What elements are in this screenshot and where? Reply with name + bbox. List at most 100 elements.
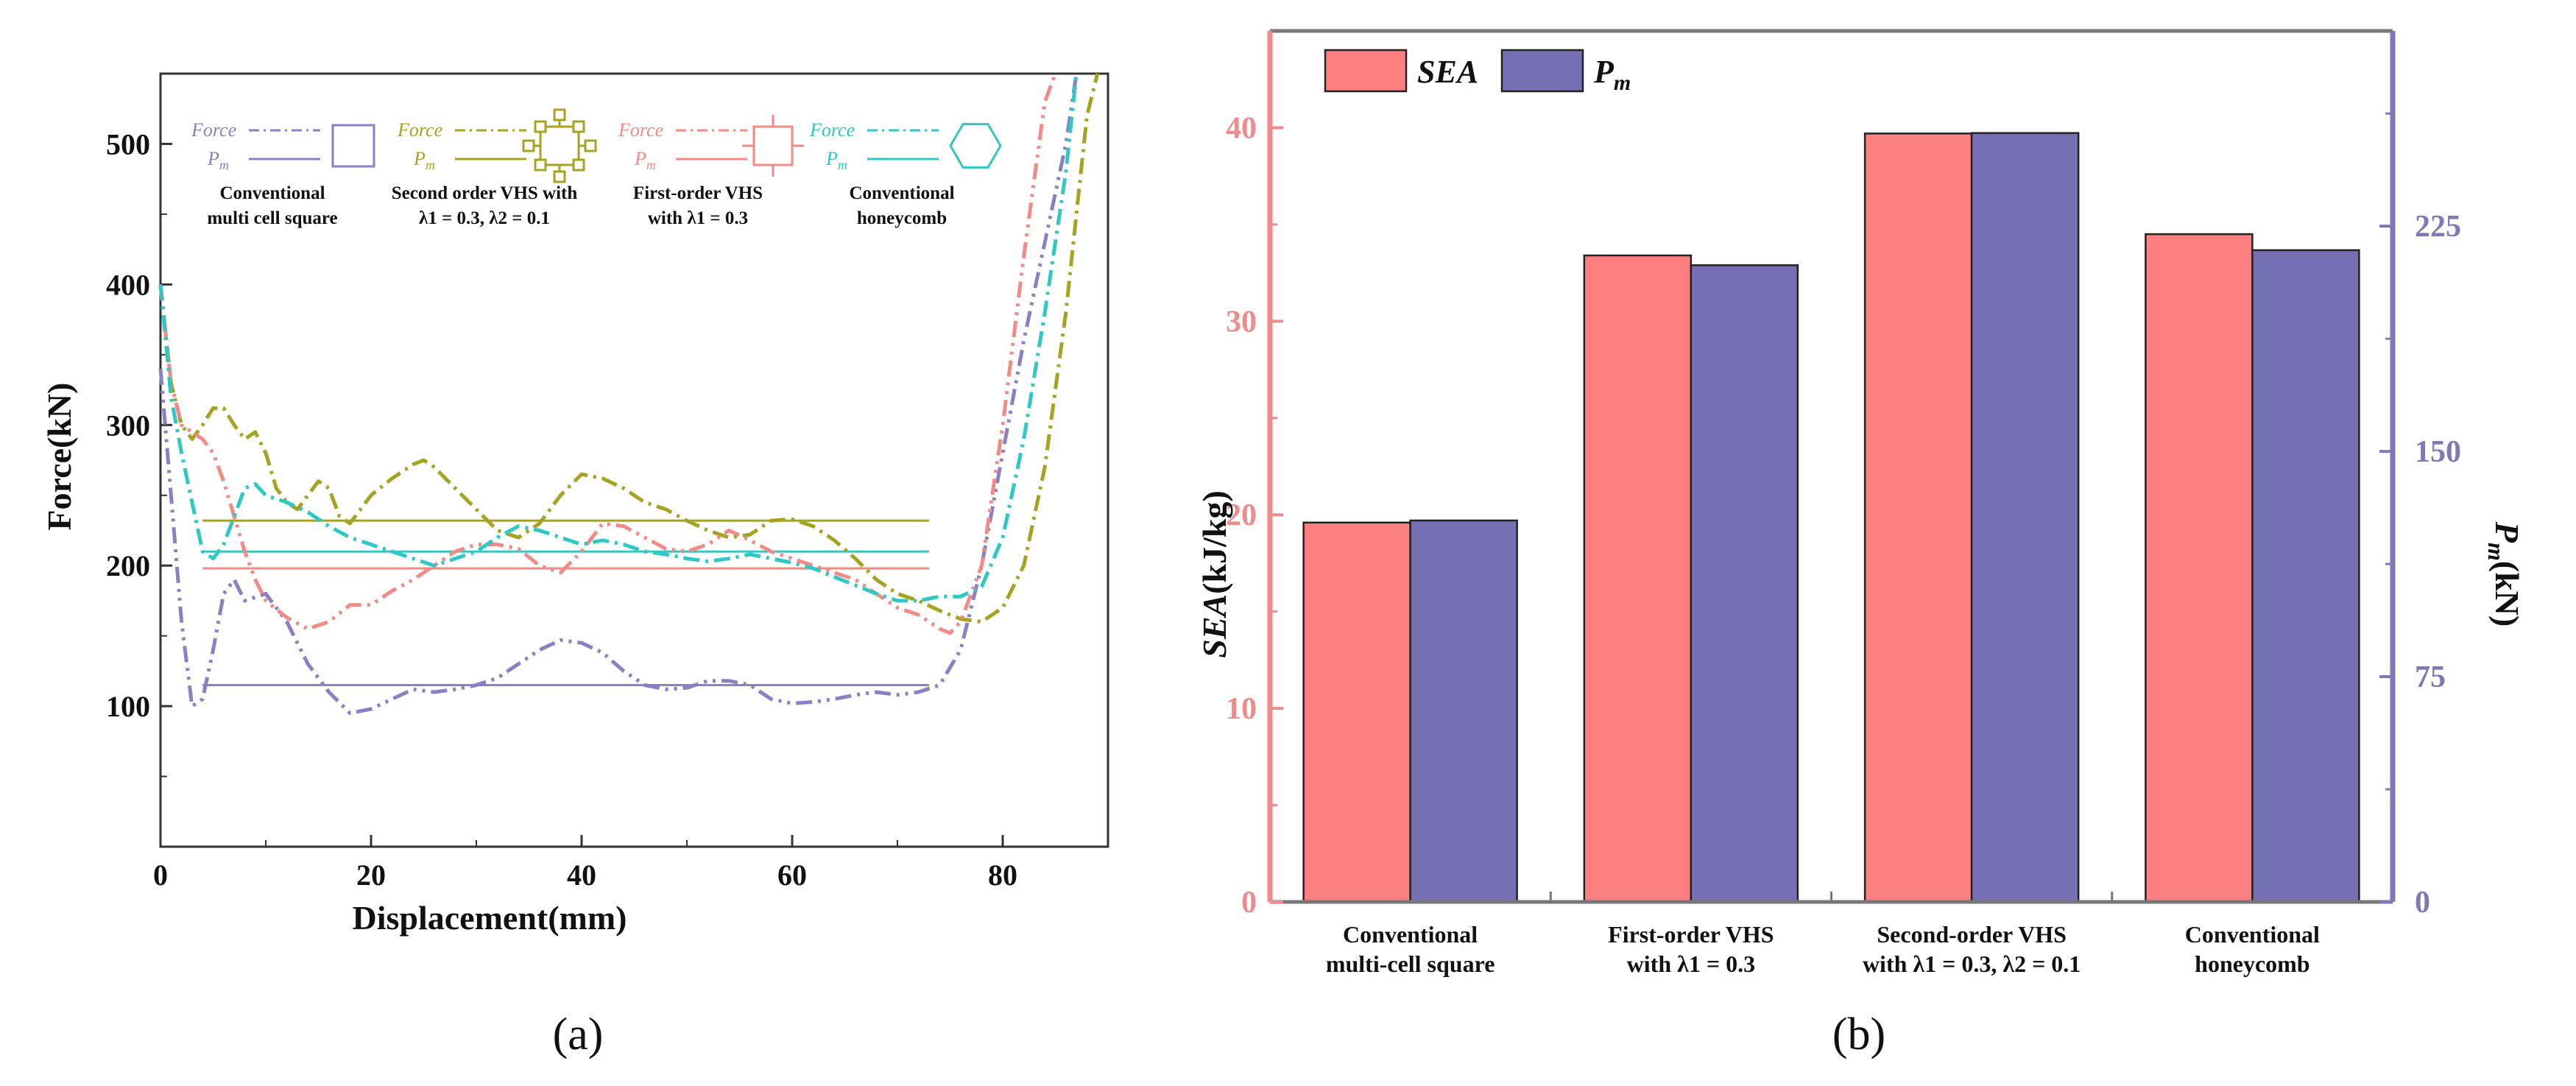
panel-b-left-axis-label-unit: (kJ/kg): [1196, 490, 1233, 594]
category-label-line: with λ1 = 0.3: [1627, 951, 1755, 977]
legend-name-line: honeycomb: [857, 208, 947, 228]
panel-a-pm-lines: [202, 519, 929, 686]
panel-b-bar-chart: 0 10 20 30 40 0 75 150 225 Conventional multi-cel…: [1196, 29, 2526, 1059]
legend-name-line: Conventional: [849, 183, 954, 203]
legend-swatch-pm: [1500, 49, 1584, 93]
left-tick-label: 30: [1226, 305, 1257, 339]
panel-a-label: (a): [553, 1009, 604, 1059]
legend-label-sea: SEA: [1417, 54, 1478, 90]
force-curve-first-order: [158, 73, 1057, 635]
legend-pm-sub: m: [646, 158, 656, 172]
legend-name-line: Conventional: [219, 183, 325, 203]
y-tick-label: 100: [106, 690, 150, 723]
x-tick-label: 60: [777, 858, 807, 892]
right-tick-label: 150: [2415, 435, 2461, 469]
category-label-line: honeycomb: [2195, 951, 2309, 977]
panel-a-plot-frame: [159, 72, 1109, 848]
x-tick-label: 40: [567, 858, 596, 892]
first-order-vhs-icon: [742, 115, 804, 177]
legend-pm-main: P: [825, 148, 838, 169]
force-curve-honeycomb: [158, 73, 1079, 603]
panel-b-left-axis-label: SEA(kJ/kg): [1196, 490, 1233, 658]
legend-pm-main: P: [413, 148, 426, 169]
legend-entry-square: Force Pm Conventional multi cell square: [191, 119, 375, 228]
category-label-line: multi-cell square: [1326, 951, 1495, 977]
bar-pm: [1409, 519, 1518, 903]
legend-force-label: Force: [397, 119, 442, 141]
category-label-line: Second-order VHS: [1877, 921, 2067, 948]
bar-pm: [1970, 132, 2080, 903]
right-tick-label: 225: [2415, 210, 2461, 244]
legend-entry-pm: Pm: [1500, 49, 1631, 95]
bar-sea: [1302, 521, 1411, 903]
panel-b-right-axis-label: Pm(kN): [2483, 521, 2526, 627]
y-tick-label: 400: [106, 268, 150, 301]
legend-pm-sub: m: [838, 158, 847, 172]
force-curve-second-order: [158, 73, 1100, 624]
bar-sea: [2145, 233, 2254, 903]
bar-pm: [2251, 249, 2360, 903]
legend-swatch-sea: [1324, 49, 1408, 93]
category-label-line: Conventional: [2185, 921, 2320, 948]
panel-b-legend: SEA Pm: [1324, 49, 1631, 95]
legend-pm-label: Pm: [413, 148, 435, 172]
bar-pm: [1690, 264, 1799, 903]
second-order-vhs-icon: [522, 108, 597, 183]
legend-name-line: with λ1 = 0.3: [648, 208, 748, 228]
panel-b-bars: [1302, 132, 2360, 903]
y-tick-label: 500: [106, 127, 150, 161]
category-label-line: with λ1 = 0.3, λ2 = 0.1: [1863, 951, 2081, 977]
legend-name-line: multi cell square: [207, 208, 337, 228]
panel-b-category-labels: Conventional multi-cell square First-order…: [1326, 921, 2320, 977]
x-tick-label: 20: [356, 858, 386, 892]
left-tick-label: 10: [1226, 692, 1257, 726]
left-tick-label: 0: [1241, 886, 1257, 920]
legend-pm-label: Pm: [634, 148, 656, 172]
legend-pm-label: Pm: [207, 148, 229, 172]
legend-force-label: Force: [618, 119, 663, 141]
panel-b-ticks: 0 10 20 30 40 0 75 150 225: [1226, 111, 2461, 920]
legend-force-label: Force: [191, 119, 236, 141]
legend-label-pm-sub: m: [1614, 71, 1631, 95]
panel-b-right-axis-label-unit: (kN): [2488, 561, 2526, 627]
right-tick-label: 75: [2415, 660, 2446, 694]
panel-b-label: (b): [1832, 1009, 1885, 1059]
x-tick-label: 80: [988, 858, 1017, 892]
panel-a-force-curves: [158, 73, 1100, 716]
panel-b-left-axis-label-main: SEA: [1196, 594, 1233, 658]
legend-label-pm: Pm: [1593, 54, 1631, 95]
category-label-line: Conventional: [1343, 921, 1478, 948]
legend-pm-sub: m: [219, 158, 229, 172]
legend-name-line: λ1 = 0.3, λ2 = 0.1: [419, 208, 550, 228]
panel-b-right-axis-label-main: P: [2488, 521, 2526, 543]
legend-force-label: Force: [809, 119, 855, 141]
panel-a-y-axis-label: Force(kN): [40, 383, 78, 531]
left-tick-label: 20: [1226, 498, 1257, 532]
right-tick-label: 0: [2415, 886, 2430, 920]
y-tick-label: 300: [106, 409, 150, 442]
y-tick-label: 200: [106, 549, 150, 582]
bar-sea: [1863, 133, 1973, 903]
category-label-line: First-order VHS: [1608, 921, 1774, 948]
legend-pm-sub: m: [426, 158, 435, 172]
legend-name-line: First-order VHS: [633, 183, 763, 203]
legend-name-line: Second order VHS with: [392, 183, 578, 203]
x-tick-label: 0: [153, 858, 168, 892]
panel-a-x-axis-label: Displacement(mm): [352, 899, 627, 937]
legend-entry-second-order: Force Pm Second order VHS with λ1 = 0.3, λ2…: [392, 108, 597, 228]
legend-entry-sea: SEA: [1324, 49, 1478, 93]
square-cell-icon: [331, 124, 375, 168]
panel-b-right-axis-label-sub: m: [2483, 543, 2510, 561]
legend-entry-first-order: Force Pm First-order VHS with λ1 = 0.3: [618, 115, 804, 228]
panel-a-ticks: 0 20 40 60 80 100 200 300 400 500: [106, 127, 1017, 892]
legend-pm-main: P: [207, 148, 219, 169]
left-tick-label: 40: [1226, 111, 1257, 145]
bar-sea: [1583, 254, 1693, 903]
hexagon-cell-icon: [949, 123, 1002, 169]
legend-label-pm-main: P: [1593, 54, 1615, 90]
legend-pm-main: P: [634, 148, 646, 169]
